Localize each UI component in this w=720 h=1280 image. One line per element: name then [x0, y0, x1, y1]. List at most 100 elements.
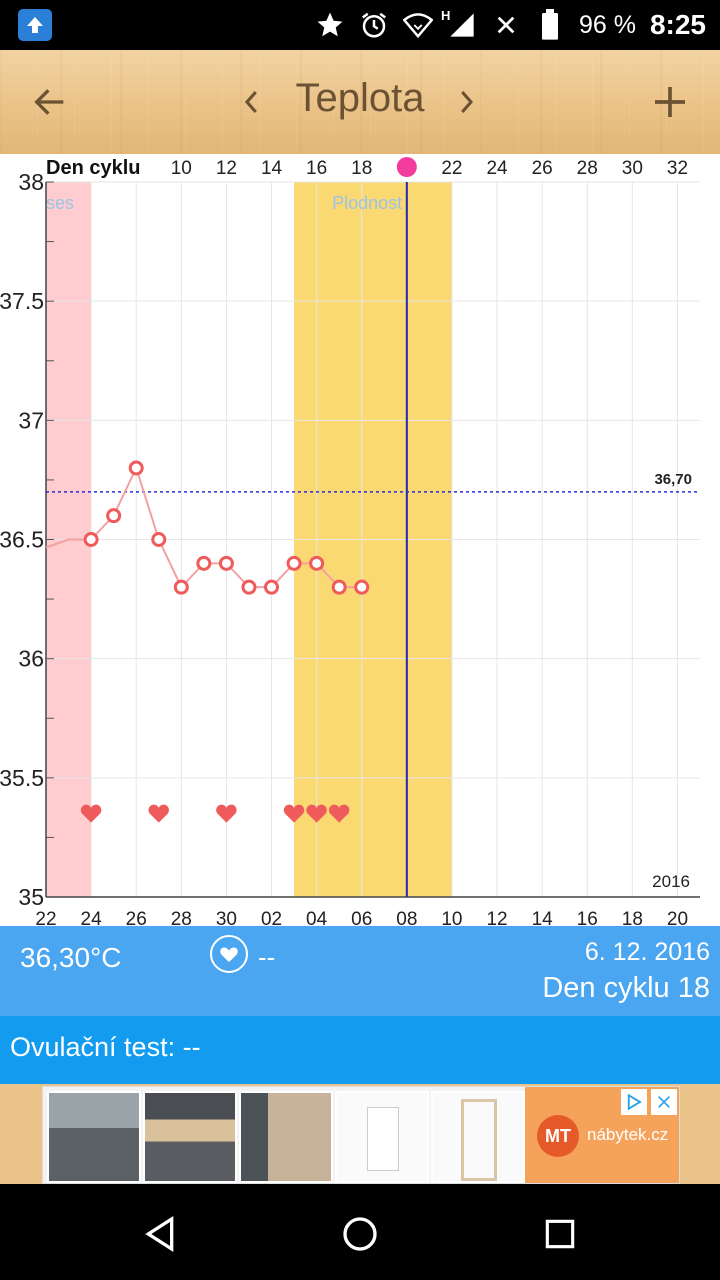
temperature-point: [83, 532, 99, 547]
ad-image[interactable]: [47, 1091, 141, 1183]
plus-icon: [655, 87, 685, 117]
alarm-icon: [359, 10, 389, 40]
clock: 8:25: [649, 9, 706, 40]
temperature-chart[interactable]: 38 37.5 37 36.5 36 35.5 35 22 24 26 28 30 02 04 06 08 10…: [0, 154, 720, 930]
sex-heart-marker: [148, 804, 169, 823]
x-tick-label: 30: [216, 909, 237, 926]
chevron-right-icon: [461, 90, 474, 114]
y-tick-label: 35.5: [0, 765, 44, 791]
x-tick-label: 10: [441, 909, 462, 926]
sex-heart-marker: [216, 804, 237, 823]
temperature-point: [218, 555, 234, 571]
x-tick-label: 02: [261, 909, 282, 926]
y-tick-label: 36.5: [0, 527, 44, 553]
previous-chart-button[interactable]: [226, 76, 278, 128]
arrow-left-icon: [34, 89, 64, 115]
x-tick-label: 14: [532, 909, 554, 926]
ovulation-test-label: Ovulační test: --: [10, 1032, 201, 1062]
close-icon[interactable]: [651, 1089, 677, 1115]
x-tick-label: 24: [81, 909, 103, 926]
no-sim-icon: [491, 10, 521, 40]
ad-image[interactable]: [335, 1091, 429, 1183]
wifi-icon: [402, 10, 433, 40]
chevron-left-icon: [244, 90, 257, 114]
cycle-day-tick-label: 28: [577, 158, 598, 179]
year-label: 2016: [652, 872, 690, 891]
cycle-day-tick-label: 24: [486, 158, 508, 179]
ad-image[interactable]: [239, 1091, 333, 1183]
battery-percent: 96 %: [578, 10, 636, 39]
cycle-day-axis-label: Den cyklu: [46, 157, 140, 179]
signal-type-label: H: [440, 8, 451, 23]
x-tick-label: 04: [306, 909, 328, 926]
adchoices-icon[interactable]: [621, 1089, 647, 1115]
day-info-panel: 36,30°C -- 6. 12. 2016 Den cyklu 18: [0, 926, 720, 1016]
back-nav-icon[interactable]: [134, 1208, 186, 1260]
ovulation-marker: [396, 157, 417, 177]
app-update-icon: [18, 9, 52, 41]
sex-heart-marker: [306, 804, 327, 823]
temperature-point: [151, 532, 167, 547]
cycle-day-tick-label: 30: [622, 158, 643, 179]
status-bar: H 96 % 8:25: [0, 0, 720, 50]
ad-bar: MT nábytek.cz: [0, 1084, 720, 1184]
ad-banner[interactable]: MT nábytek.cz: [42, 1086, 680, 1184]
x-tick-label: 16: [577, 909, 598, 926]
cycle-day-tick-label: 22: [441, 158, 462, 179]
cycle-day-tick-label: 10: [171, 158, 192, 179]
sex-heart-marker: [80, 804, 102, 823]
cycle-day-tick-label: 26: [532, 158, 553, 179]
recents-nav-icon[interactable]: [534, 1208, 586, 1260]
period-label: ses: [46, 193, 74, 213]
cell-signal-icon: H: [441, 8, 477, 40]
page-title: Teplota: [295, 76, 425, 120]
x-tick-label: 20: [667, 909, 688, 926]
temperature-point: [354, 579, 370, 595]
star-icon: [315, 10, 345, 40]
x-tick-label: 06: [351, 909, 372, 926]
ad-brand-name: nábytek.cz: [587, 1125, 669, 1144]
x-tick-label: 26: [126, 909, 147, 926]
ad-image[interactable]: [143, 1091, 237, 1183]
temperature-value: 36,30°C: [20, 942, 122, 973]
temperature-point: [264, 579, 280, 595]
x-tick-label: 22: [35, 909, 56, 926]
battery-icon: [535, 9, 565, 40]
y-tick-label: 37.5: [0, 288, 44, 314]
ad-image[interactable]: [431, 1091, 525, 1183]
fertile-label: Plodnost: [332, 193, 402, 213]
ovulation-test-row[interactable]: Ovulační test: --: [0, 1016, 720, 1084]
sex-heart-icon[interactable]: [210, 935, 248, 973]
y-tick-label: 38: [18, 169, 44, 195]
home-nav-icon[interactable]: [334, 1208, 386, 1260]
x-tick-label: 28: [171, 909, 192, 926]
y-tick-label: 35: [18, 884, 44, 910]
cycle-day-tick-label: 18: [351, 158, 372, 179]
next-chart-button[interactable]: [440, 76, 492, 128]
ad-brand-logo[interactable]: MT nábytek.cz: [525, 1087, 679, 1183]
temperature-point: [309, 555, 325, 571]
app-bar: Teplota: [0, 50, 720, 155]
threshold-label: 36,70: [654, 471, 692, 488]
temperature-point: [196, 555, 212, 571]
temperature-point: [331, 579, 347, 595]
sex-value: --: [258, 942, 276, 972]
sex-heart-marker: [328, 804, 350, 823]
cycle-day: Den cyklu 18: [542, 972, 710, 1004]
add-button[interactable]: [644, 76, 696, 128]
cycle-day-tick-label: 14: [261, 158, 283, 179]
temperature-point: [286, 555, 302, 571]
temperature-point: [173, 579, 189, 595]
x-tick-label: 12: [486, 909, 507, 926]
y-tick-label: 37: [18, 407, 44, 433]
navigation-bar: [0, 1184, 720, 1280]
selected-date: 6. 12. 2016: [584, 938, 710, 966]
back-button[interactable]: [24, 76, 76, 128]
x-tick-label: 18: [622, 909, 643, 926]
cycle-day-tick-label: 16: [306, 158, 327, 179]
sex-heart-marker: [283, 804, 305, 823]
x-tick-label: 08: [396, 909, 417, 926]
ad-brand-short: MT: [537, 1115, 579, 1157]
temperature-point: [241, 579, 257, 595]
